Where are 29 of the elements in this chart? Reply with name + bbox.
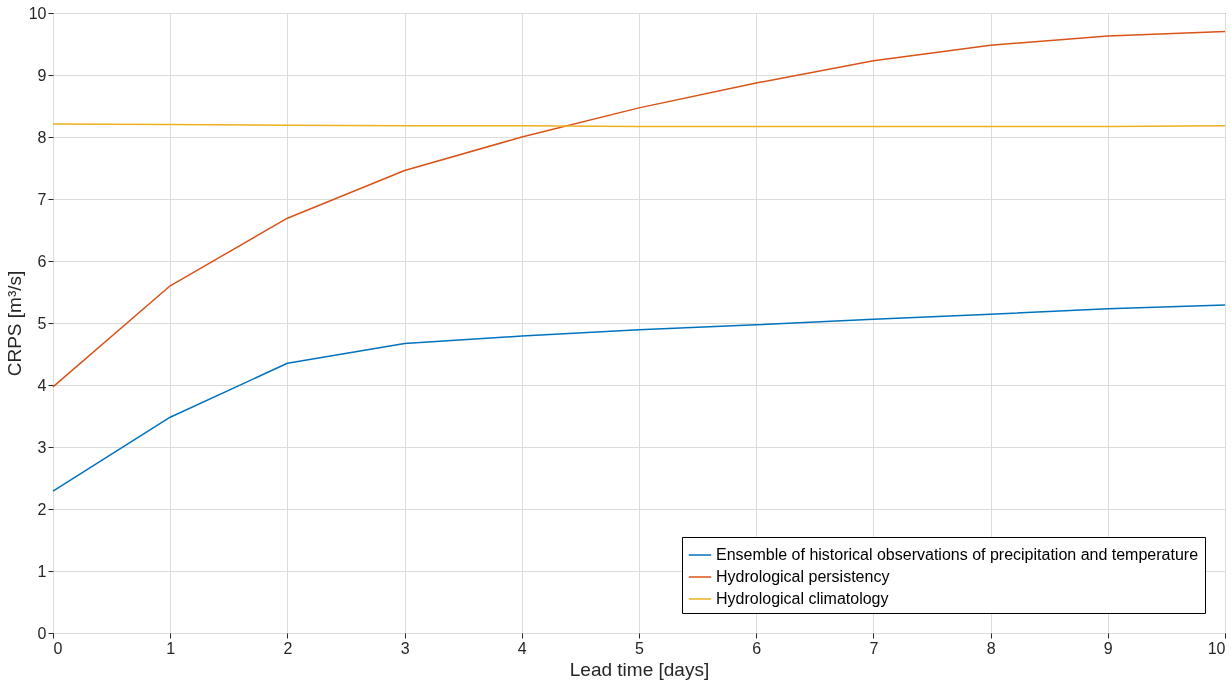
y-tick-label: 6 [37, 252, 47, 270]
y-axis-title: CRPS [m³/s] [3, 270, 25, 377]
x-tick-label: 4 [517, 639, 527, 657]
x-tick-label: 10 [1207, 639, 1226, 657]
x-tick-label: 2 [283, 639, 293, 657]
x-tick-label: 5 [635, 639, 645, 657]
line-series [52, 304, 1226, 492]
y-tick-label: 2 [37, 500, 47, 518]
x-tick-label: 9 [1103, 639, 1113, 657]
y-tick-label: 1 [37, 562, 47, 580]
y-tick-label: 7 [37, 190, 47, 208]
x-tick-label: 8 [986, 639, 996, 657]
y-tick-label: 3 [37, 438, 47, 456]
x-tick-label: 7 [869, 639, 879, 657]
y-tick-label: 9 [37, 66, 47, 84]
x-axis-title: Lead time [days] [569, 658, 710, 680]
x-tick-label: 6 [752, 639, 762, 657]
y-tick-label: 0 [37, 624, 47, 642]
x-tick-label: 3 [400, 639, 410, 657]
x-tick-label: 0 [53, 639, 63, 657]
line-series [52, 30, 1226, 388]
y-tick-label: 10 [28, 4, 47, 22]
y-tick-label: 5 [37, 314, 47, 332]
legend-label: Hydrological persistency [716, 568, 890, 585]
legend-label: Ensemble of historical observations of precipitation and temperature [716, 546, 1199, 563]
y-tick-label: 4 [37, 376, 47, 394]
y-tick-label: 8 [37, 128, 47, 146]
legend-label: Hydrological climatology [716, 590, 889, 607]
x-tick-label: 1 [166, 639, 176, 657]
